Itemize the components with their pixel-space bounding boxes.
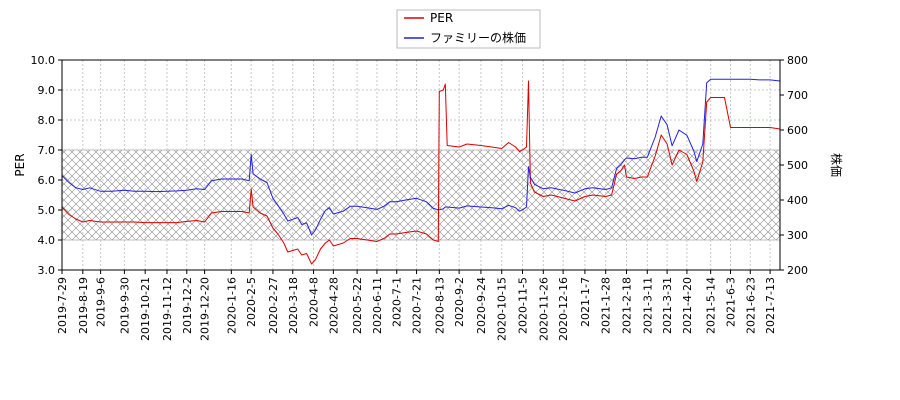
left-tick-label-6: 9.0: [38, 84, 56, 97]
x-tick-label-14: 2020-5-22: [351, 277, 364, 334]
band-hatch: [62, 150, 780, 240]
x-tick-label-16: 2020-7-1: [391, 277, 404, 327]
x-tick-label-7: 2019-12-20: [199, 277, 212, 341]
x-tick-label-8: 2020-1-16: [225, 277, 238, 334]
series-lines: [62, 78, 780, 265]
left-tick-label-0: 3.0: [38, 264, 56, 277]
x-tick-label-26: 2021-1-28: [600, 277, 613, 334]
x-tick-label-0: 2019-7-29: [56, 277, 69, 334]
x-tick-label-30: 2021-4-20: [681, 277, 694, 334]
left-tick-label-7: 10.0: [31, 54, 56, 67]
left-tick-label-5: 8.0: [38, 114, 56, 127]
x-tick-label-31: 2021-5-14: [705, 277, 718, 334]
right-axis-label: 株価: [829, 153, 844, 177]
legend-label-per: PER: [430, 11, 453, 25]
right-axis-ticks: 200 300 400 500 600 700 800: [780, 54, 808, 277]
x-tick-label-12: 2020-4-8: [308, 277, 321, 327]
x-tick-label-5: 2019-11-12: [161, 277, 174, 341]
right-tick-label-5: 700: [787, 89, 808, 102]
x-tick-label-33: 2021-6-23: [744, 277, 757, 334]
reference-band: [61, 149, 781, 241]
right-tick-label-4: 600: [787, 124, 808, 137]
x-tick-label-15: 2020-6-11: [371, 277, 384, 334]
x-tick-label-20: 2020-9-24: [475, 277, 488, 334]
x-tick-label-27: 2021-2-18: [620, 277, 633, 334]
right-tick-label-1: 300: [787, 229, 808, 242]
x-tick-label-21: 2020-10-15: [496, 277, 509, 341]
x-tick-label-24: 2020-12-16: [557, 277, 570, 341]
left-tick-label-4: 7.0: [38, 144, 56, 157]
grid-lines: [61, 59, 780, 271]
x-tick-label-22: 2020-11-5: [517, 277, 530, 334]
series-line-price: [62, 78, 780, 236]
x-tick-label-1: 2019-8-19: [77, 277, 90, 334]
x-tick-label-10: 2020-2-27: [267, 277, 280, 334]
x-tick-label-19: 2020-9-2: [453, 277, 466, 327]
x-axis-ticks: 2019-7-29 2019-8-19 2019-9-6 2019-9-30 2019-…: [56, 270, 777, 341]
x-tick-label-6: 2019-12-2: [181, 277, 194, 334]
x-tick-label-25: 2021-1-7: [579, 277, 592, 327]
x-tick-label-3: 2019-9-30: [118, 277, 131, 334]
left-tick-label-3: 6.0: [38, 174, 56, 187]
series-line-per: [62, 80, 780, 265]
left-axis-ticks: 3.0 4.0 5.0 6.0 7.0 8.0 9.0 10.0: [31, 54, 62, 277]
right-tick-label-0: 200: [787, 264, 808, 277]
x-tick-label-23: 2020-11-26: [537, 277, 550, 341]
x-tick-label-32: 2021-6-3: [724, 277, 737, 327]
left-tick-label-2: 5.0: [38, 204, 56, 217]
legend-label-price: ファミリーの株価: [430, 30, 526, 45]
x-tick-label-34: 2021-7-13: [764, 277, 777, 334]
x-tick-label-28: 2021-3-11: [641, 277, 654, 334]
x-tick-label-18: 2020-8-13: [433, 277, 446, 334]
left-tick-label-1: 4.0: [38, 234, 56, 247]
legend: PER ファミリーの株価: [396, 9, 541, 49]
x-tick-label-4: 2019-10-21: [139, 277, 152, 341]
right-tick-label-2: 400: [787, 194, 808, 207]
x-tick-label-13: 2020-4-28: [327, 277, 340, 334]
x-tick-label-29: 2021-3-31: [661, 277, 674, 334]
left-axis-label: PER: [13, 153, 27, 176]
x-tick-label-9: 2020-2-5: [245, 277, 258, 327]
right-tick-label-6: 800: [787, 54, 808, 67]
right-tick-label-3: 500: [787, 159, 808, 172]
x-tick-label-17: 2020-7-21: [411, 277, 424, 334]
x-tick-label-11: 2020-3-18: [287, 277, 300, 334]
x-tick-label-2: 2019-9-6: [95, 277, 108, 327]
legend-box: [396, 9, 541, 49]
